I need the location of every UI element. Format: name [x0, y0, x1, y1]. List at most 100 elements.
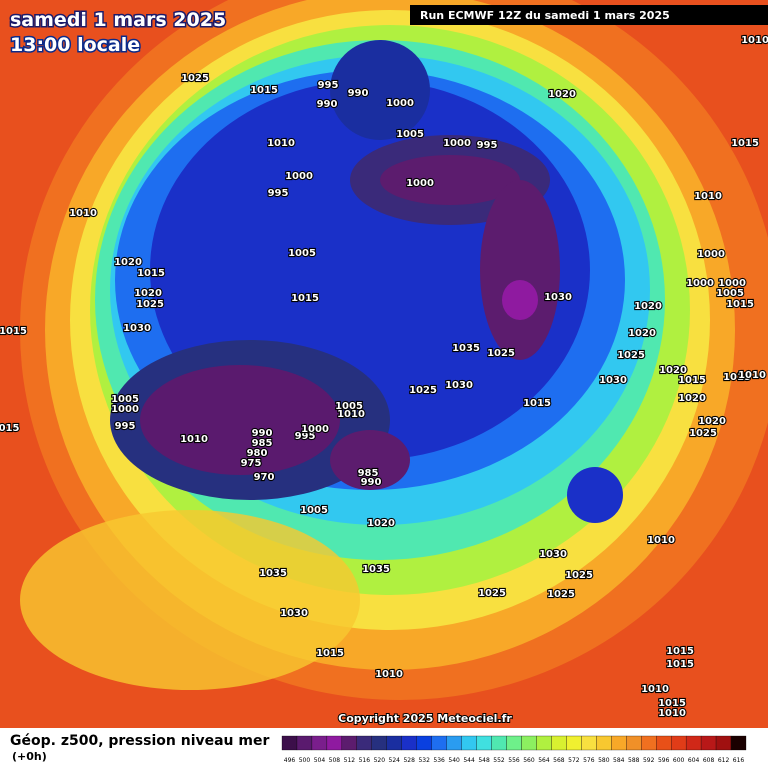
- isobar-label: 1025: [547, 589, 575, 600]
- scale-swatch: [341, 735, 357, 751]
- isobar-label: 1020: [678, 393, 706, 404]
- scale-label: 580: [598, 757, 610, 764]
- isobar-label: 1015: [0, 326, 27, 337]
- scale-label: 556: [508, 757, 520, 764]
- scale-label: 584: [613, 757, 625, 764]
- scale-label: 512: [344, 757, 356, 764]
- map-time: 13:00 locale: [10, 34, 140, 56]
- isobar-label: 1015: [658, 698, 686, 709]
- isobar-label: 1000: [697, 249, 725, 260]
- isobar-label: 990: [361, 477, 382, 488]
- isobar-label: 1015: [666, 646, 694, 657]
- copyright: Copyright 2025 Meteociel.fr: [338, 712, 512, 725]
- isobar-label: 1015: [731, 138, 759, 149]
- run-banner: [410, 5, 768, 25]
- isobar-label: 980: [247, 448, 268, 459]
- isobar-label: 1020: [628, 328, 656, 339]
- isobar-label: 1030: [544, 292, 572, 303]
- isobar-label: 1015: [523, 398, 551, 409]
- caption-title: Géop. z500, pression niveau mer: [10, 733, 269, 749]
- isobar-label: 1010: [69, 208, 97, 219]
- scale-label: 596: [658, 757, 670, 764]
- isobar-label: 1005: [111, 394, 139, 405]
- isobar-label: 1020: [134, 288, 162, 299]
- run-info: Run ECMWF 12Z du samedi 1 mars 2025: [420, 9, 670, 22]
- map-background: [0, 0, 768, 728]
- isobar-label: 985: [358, 468, 379, 479]
- scale-label: 520: [374, 757, 386, 764]
- scale-swatch: [700, 735, 717, 751]
- isobar-label: 995: [477, 140, 498, 151]
- scale-label: 504: [314, 757, 326, 764]
- scale-label: 576: [583, 757, 595, 764]
- isobar-label: 1010: [267, 138, 295, 149]
- isobar-label: 1010: [647, 535, 675, 546]
- isobar-label: 1000: [686, 278, 714, 289]
- isobar-label: 1005: [288, 248, 316, 259]
- isobar-label: 975: [241, 458, 262, 469]
- scale-swatch: [536, 735, 552, 751]
- isobar-label: 1020: [634, 301, 662, 312]
- isobar-label: 990: [252, 428, 273, 439]
- isobar-label: 1030: [280, 608, 308, 619]
- isobar-label: 1010: [694, 191, 722, 202]
- color-scale: 496 500 504 508 512 516 520 524 528 532 536 540 544 5…: [281, 735, 747, 764]
- isobar-label: 990: [317, 99, 338, 110]
- scale-swatch: [296, 735, 313, 751]
- isobar-label: 1020: [659, 365, 687, 376]
- isobar-label: 1000: [718, 278, 746, 289]
- isobar-label: 1025: [136, 299, 164, 310]
- isobar-label: 1020: [114, 257, 142, 268]
- isobar-label: 1015: [723, 372, 751, 383]
- scale-swatch: [281, 735, 298, 751]
- isobar-label: 1010: [180, 434, 208, 445]
- isobar-label: 1030: [539, 549, 567, 560]
- scale-swatch: [476, 735, 492, 751]
- scale-label: 600: [673, 757, 685, 764]
- isobar-label: 1030: [599, 375, 627, 386]
- isobar-label: 1020: [367, 518, 395, 529]
- isobar-label: 1000: [301, 424, 329, 435]
- isobar-label: 1035: [452, 343, 480, 354]
- isobar-label: 1010: [337, 409, 365, 420]
- scale-swatch: [566, 735, 582, 751]
- scale-label: 616: [733, 757, 745, 764]
- isobar-label: 1035: [362, 564, 390, 575]
- isobar-label: 1010: [641, 684, 669, 695]
- scale-swatch: [461, 735, 477, 751]
- scale-label: 564: [538, 757, 550, 764]
- scale-label: 572: [568, 757, 580, 764]
- scale-label: 588: [628, 757, 640, 764]
- isobar-label: 985: [252, 438, 273, 449]
- isobar-label: 1025: [565, 570, 593, 581]
- scale-swatch: [506, 735, 522, 751]
- scale-label: 612: [718, 757, 730, 764]
- scale-swatch: [596, 735, 612, 751]
- scale-label: 568: [553, 757, 565, 764]
- isobar-label: 990: [348, 88, 369, 99]
- isobar-label: 1025: [487, 348, 515, 359]
- scale-label: 516: [359, 757, 371, 764]
- isobar-label: 1000: [406, 178, 434, 189]
- scale-swatch: [401, 735, 417, 751]
- scale-label: 560: [523, 757, 535, 764]
- scale-label: 536: [433, 757, 445, 764]
- isobar-label: 1000: [443, 138, 471, 149]
- scale-label: 500: [299, 757, 311, 764]
- isobar-label: 1025: [617, 350, 645, 361]
- isobar-label: 1025: [409, 385, 437, 396]
- scale-swatch: [431, 735, 447, 751]
- isobar-label: 1015: [137, 268, 165, 279]
- isobar-label: 1010: [658, 708, 686, 719]
- scale-label: 508: [329, 757, 341, 764]
- isobar-label: 1015: [666, 659, 694, 670]
- scale-swatch: [671, 735, 687, 751]
- scale-label: 540: [448, 757, 460, 764]
- isobar-label: 1025: [478, 588, 506, 599]
- scale-swatch: [491, 735, 507, 751]
- scale-swatch: [416, 735, 432, 751]
- isobar-label: 015: [0, 423, 19, 434]
- isobar-label: 1000: [285, 171, 313, 182]
